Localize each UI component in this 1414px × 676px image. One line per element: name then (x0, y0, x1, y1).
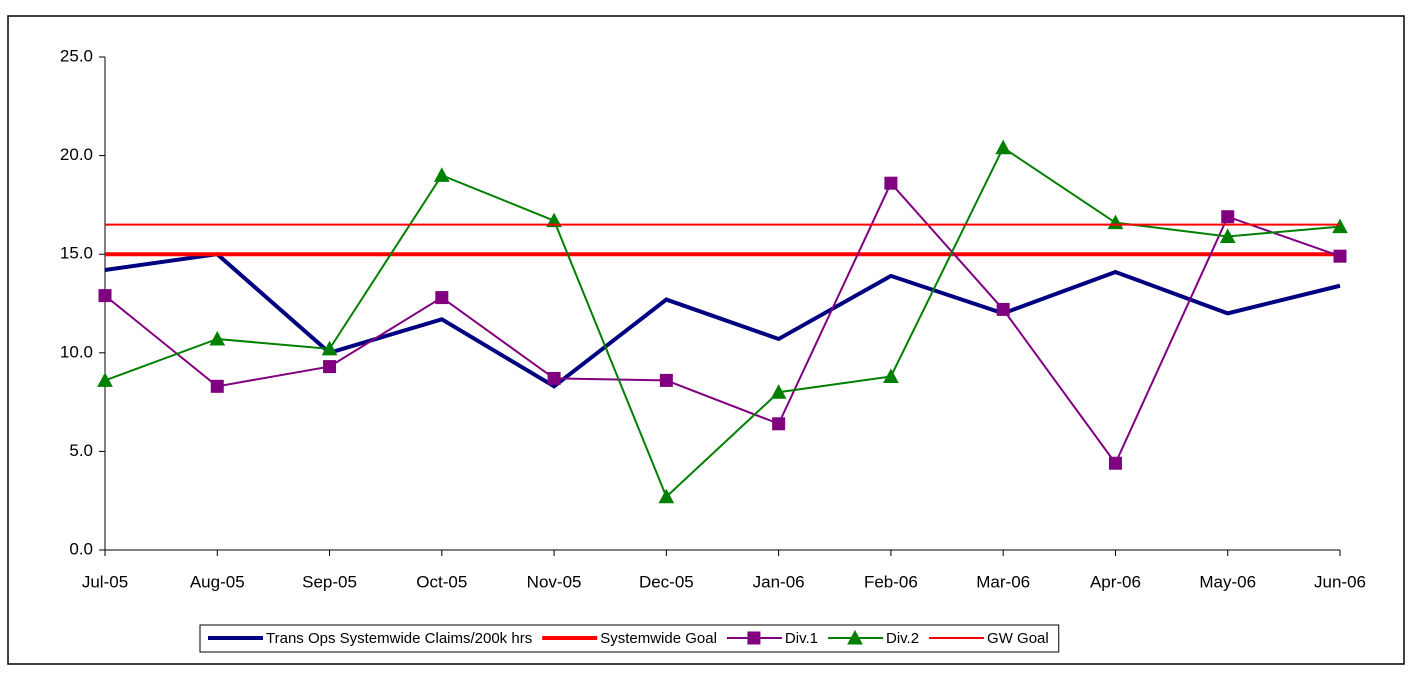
marker (546, 212, 562, 228)
marker (1333, 249, 1347, 263)
y-tick-label: 15.0 (60, 244, 93, 263)
x-tick-label: Jul-05 (82, 572, 128, 591)
x-tick-label: May-06 (1199, 572, 1256, 591)
y-tick-label: 5.0 (69, 441, 93, 460)
marker (433, 167, 450, 182)
series-line (104, 181, 1341, 466)
legend-label: Div.1 (785, 630, 818, 647)
marker (210, 379, 224, 393)
marker (995, 139, 1012, 155)
x-tick-label: Dec-05 (639, 572, 694, 591)
x-tick-label: Sep-05 (302, 572, 357, 591)
x-tick-label: Nov-05 (527, 572, 582, 591)
y-tick-label: 25.0 (60, 46, 93, 65)
marker (747, 631, 761, 645)
marker (847, 629, 863, 645)
marker (435, 291, 449, 305)
marker (98, 289, 112, 303)
marker (770, 384, 787, 399)
x-tick-label: Apr-06 (1090, 572, 1141, 591)
marker (1108, 456, 1122, 470)
marker (884, 176, 898, 190)
x-tick-label: Oct-05 (416, 572, 467, 591)
marker (658, 488, 675, 504)
marker (1219, 228, 1236, 243)
marker (209, 330, 226, 346)
marker (1221, 210, 1235, 224)
legend-box (199, 624, 1060, 653)
marker (1332, 218, 1348, 234)
x-tick-label: Jan-06 (753, 572, 805, 591)
legend-label: GW Goal (987, 630, 1049, 647)
marker (772, 417, 786, 431)
marker (97, 372, 113, 387)
marker (547, 371, 561, 385)
x-tick-label: Jun-06 (1314, 572, 1366, 591)
y-tick-label: 10.0 (60, 342, 93, 361)
marker (321, 340, 338, 356)
legend-label: Trans Ops Systemwide Claims/200k hrs (266, 630, 532, 647)
marker (996, 302, 1010, 316)
y-tick-label: 0.0 (69, 539, 93, 558)
marker (883, 368, 899, 383)
x-tick-label: Feb-06 (864, 572, 918, 591)
marker (323, 360, 337, 374)
marker (659, 373, 673, 387)
legend-label: Div.2 (886, 630, 919, 647)
legend-label: Systemwide Goal (600, 630, 717, 647)
x-tick-label: Mar-06 (976, 572, 1030, 591)
series-line (104, 252, 1341, 389)
y-tick-label: 20.0 (60, 145, 93, 164)
x-tick-label: Aug-05 (190, 572, 245, 591)
